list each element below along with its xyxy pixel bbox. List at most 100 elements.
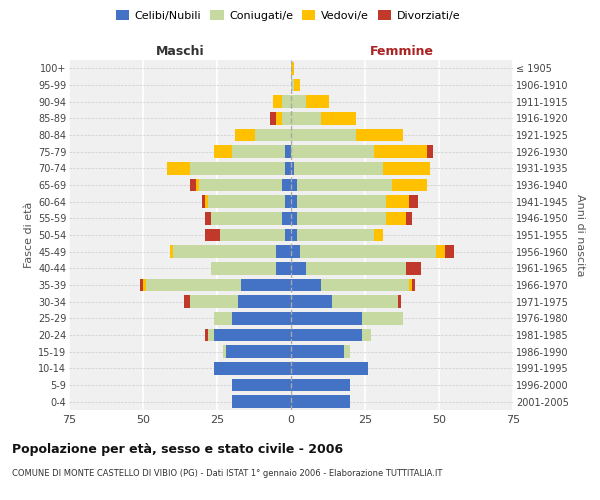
Bar (202, 196, 205, 208)
Bar (270, 112, 276, 124)
Bar (291, 129, 356, 141)
Bar (297, 196, 386, 208)
Bar (232, 312, 291, 324)
Text: Maschi: Maschi (155, 44, 205, 58)
Bar (291, 229, 297, 241)
Bar (282, 96, 291, 108)
Bar (256, 129, 291, 141)
Bar (383, 162, 430, 174)
Bar (392, 179, 427, 192)
Bar (208, 196, 285, 208)
Bar (291, 112, 320, 124)
Bar (306, 96, 329, 108)
Bar (409, 279, 412, 291)
Bar (214, 329, 291, 341)
Bar (226, 346, 291, 358)
Bar (223, 346, 226, 358)
Bar (232, 396, 291, 408)
Y-axis label: Anni di nascita: Anni di nascita (575, 194, 586, 276)
Bar (386, 196, 409, 208)
Bar (276, 262, 291, 274)
Bar (374, 229, 383, 241)
Bar (276, 112, 282, 124)
Bar (285, 196, 291, 208)
Bar (184, 296, 190, 308)
Bar (362, 312, 403, 324)
Bar (291, 296, 332, 308)
Bar (291, 362, 368, 374)
Bar (208, 329, 214, 341)
Bar (211, 262, 276, 274)
Bar (190, 296, 238, 308)
Bar (427, 146, 433, 158)
Bar (232, 146, 285, 158)
Bar (285, 146, 291, 158)
Bar (297, 229, 374, 241)
Bar (291, 162, 294, 174)
Bar (214, 312, 232, 324)
Bar (238, 296, 291, 308)
Bar (291, 312, 362, 324)
Bar (445, 246, 454, 258)
Bar (285, 229, 291, 241)
Bar (291, 146, 374, 158)
Bar (220, 229, 285, 241)
Bar (190, 162, 285, 174)
Bar (291, 196, 297, 208)
Bar (291, 346, 344, 358)
Bar (146, 279, 241, 291)
Bar (436, 246, 445, 258)
Bar (294, 79, 300, 92)
Bar (282, 112, 291, 124)
Bar (297, 212, 386, 224)
Bar (362, 329, 371, 341)
Bar (143, 279, 146, 291)
Bar (291, 96, 306, 108)
Bar (199, 179, 282, 192)
Bar (285, 162, 291, 174)
Bar (241, 279, 291, 291)
Bar (344, 346, 350, 358)
Bar (291, 279, 320, 291)
Bar (291, 62, 294, 74)
Bar (294, 162, 383, 174)
Bar (291, 329, 362, 341)
Bar (232, 379, 291, 391)
Bar (291, 246, 300, 258)
Bar (282, 179, 291, 192)
Bar (306, 262, 406, 274)
Bar (386, 212, 406, 224)
Bar (190, 179, 196, 192)
Legend: Celibi/Nubili, Coniugati/e, Vedovi/e, Divorziati/e: Celibi/Nubili, Coniugati/e, Vedovi/e, Di… (112, 6, 464, 25)
Bar (211, 212, 282, 224)
Bar (214, 362, 291, 374)
Bar (173, 246, 276, 258)
Bar (205, 196, 208, 208)
Bar (291, 79, 294, 92)
Bar (276, 246, 291, 258)
Bar (140, 279, 143, 291)
Text: Femmine: Femmine (370, 44, 434, 58)
Bar (291, 262, 306, 274)
Bar (282, 212, 291, 224)
Bar (214, 146, 232, 158)
Text: COMUNE DI MONTE CASTELLO DI VIBIO (PG) - Dati ISTAT 1° gennaio 2006 - Elaborazio: COMUNE DI MONTE CASTELLO DI VIBIO (PG) -… (12, 469, 442, 478)
Text: Popolazione per età, sesso e stato civile - 2006: Popolazione per età, sesso e stato civil… (12, 442, 343, 456)
Y-axis label: Fasce di età: Fasce di età (23, 202, 34, 268)
Bar (167, 162, 190, 174)
Bar (409, 196, 418, 208)
Bar (205, 212, 211, 224)
Bar (291, 396, 350, 408)
Bar (291, 212, 297, 224)
Bar (291, 179, 297, 192)
Bar (205, 329, 208, 341)
Bar (406, 262, 421, 274)
Bar (320, 279, 409, 291)
Bar (297, 179, 392, 192)
Bar (332, 296, 398, 308)
Bar (300, 246, 436, 258)
Bar (356, 129, 403, 141)
Bar (406, 212, 412, 224)
Bar (196, 179, 199, 192)
Bar (170, 246, 173, 258)
